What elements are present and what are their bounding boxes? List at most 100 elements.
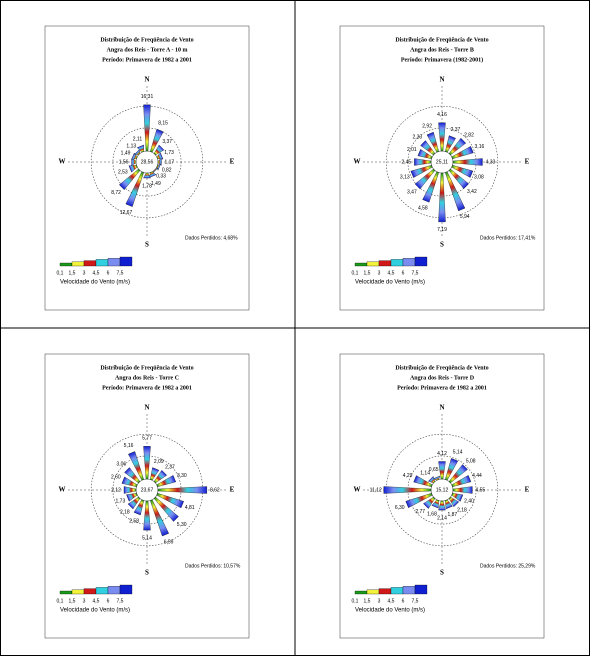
- petal: [445, 135, 456, 153]
- value-label: 4,33: [486, 159, 496, 165]
- legend-swatch: [378, 260, 392, 267]
- legend-label: 4,5: [93, 270, 100, 276]
- petal: [452, 158, 483, 166]
- petal: [451, 475, 472, 487]
- petal: [131, 158, 137, 166]
- panel: Distribuição de Freqüência de Vento Angra…: [44, 353, 250, 639]
- legend-swatch: [107, 586, 121, 595]
- value-label: 1,68: [427, 511, 437, 517]
- value-label: 6,30: [395, 505, 405, 511]
- compass-label: W: [59, 486, 66, 494]
- petal: [438, 172, 446, 223]
- value-label: 4,81: [185, 505, 195, 511]
- petal: [153, 144, 165, 156]
- petal: [438, 500, 446, 511]
- petal: [128, 451, 144, 481]
- petal: [426, 131, 439, 153]
- petal: [438, 122, 446, 152]
- missing-note: Dados Perdidos: 25,29%: [480, 563, 536, 569]
- value-label: 1,14: [420, 470, 430, 476]
- legend-swatch: [119, 256, 133, 267]
- missing-note: Dados Perdidos: 17,41%: [480, 235, 536, 241]
- chart-title: Angra dos Reis - Torre D: [410, 375, 475, 381]
- compass-label: W: [354, 486, 361, 494]
- compass-label: N: [144, 76, 149, 84]
- value-label: 12,67: [120, 210, 133, 216]
- legend-label: 3: [83, 270, 86, 276]
- value-label: 2,37: [451, 127, 461, 133]
- value-label: 4,58: [418, 206, 428, 212]
- compass-label: S: [440, 569, 444, 577]
- legend-label: 3: [378, 598, 381, 604]
- value-label: 1,17: [164, 159, 174, 165]
- value-label: 3,42: [467, 189, 477, 195]
- petal: [414, 158, 432, 166]
- value-label: 0,82: [162, 167, 172, 173]
- petal: [452, 486, 473, 494]
- legend-label: 3: [378, 270, 381, 276]
- value-label: 2,60: [111, 474, 121, 480]
- petal: [121, 476, 138, 487]
- chart-title: Angra dos Reis - Torre B: [410, 47, 474, 53]
- value-label: 2,18: [120, 509, 130, 515]
- value-label: 1,49: [151, 181, 161, 187]
- petal: [445, 458, 459, 481]
- petal: [448, 137, 467, 156]
- legend-title: Velocidade do Vento (m/s): [60, 280, 130, 286]
- chart-title: Distribuição de Freqüência de Vento: [100, 37, 193, 43]
- legend-label: 6: [402, 598, 405, 604]
- legend-swatch: [402, 258, 416, 267]
- compass-label: N: [439, 404, 444, 412]
- legend-swatch: [390, 259, 404, 267]
- petal: [150, 467, 160, 481]
- panel: Distribuição de Freqüência de Vento Angra…: [339, 353, 545, 639]
- petal: [451, 146, 474, 159]
- value-label: 4,16: [437, 112, 447, 118]
- compass-label: E: [230, 486, 235, 494]
- value-label: 5,14: [453, 450, 463, 456]
- petal: [383, 486, 432, 494]
- legend-label: 0,1: [57, 598, 64, 604]
- petal: [131, 152, 138, 160]
- value-label: 1,73: [164, 150, 174, 156]
- value-label: 5,94: [460, 214, 470, 220]
- legend-label: 6: [107, 598, 110, 604]
- legend-label: 0,1: [57, 270, 64, 276]
- petal: [137, 144, 144, 153]
- value-label: 4,29: [403, 473, 413, 479]
- petal: [150, 499, 169, 537]
- calm-label: 23,67: [141, 487, 154, 493]
- legend-title: Velocidade do Vento (m/s): [355, 608, 425, 614]
- petal: [417, 149, 433, 159]
- chart-title: Angra dos Reis - Torre C: [115, 375, 179, 381]
- missing-note: Dados Perdidos: 4,68%: [185, 235, 238, 241]
- value-label: 3,47: [407, 189, 417, 195]
- compass-label: W: [354, 158, 361, 166]
- missing-note: Dados Perdidos: 10,57%: [185, 563, 241, 569]
- value-label: 8,62: [210, 487, 220, 493]
- petal: [420, 140, 436, 156]
- compass-label: N: [144, 404, 149, 412]
- value-label: 2,18: [457, 507, 467, 513]
- petal: [405, 493, 433, 508]
- legend-label: 1,5: [364, 270, 371, 276]
- chart-title: Período: Primavera (1982-2001): [401, 56, 483, 63]
- legend-label: 6: [402, 270, 405, 276]
- petal: [156, 493, 184, 509]
- petal: [448, 496, 460, 508]
- petal: [448, 464, 468, 484]
- compass-label: E: [525, 486, 530, 494]
- petal: [143, 172, 151, 179]
- petal: [127, 496, 141, 510]
- petal: [157, 158, 162, 166]
- compass-label: E: [230, 158, 235, 166]
- value-label: 2,53: [118, 169, 128, 175]
- petal: [431, 499, 439, 509]
- value-label: 4,44: [472, 473, 482, 479]
- compass-label: S: [440, 241, 444, 249]
- petal: [150, 128, 164, 153]
- legend-label: 4,5: [388, 598, 395, 604]
- value-label: 2,58: [129, 518, 139, 524]
- petal: [143, 104, 151, 152]
